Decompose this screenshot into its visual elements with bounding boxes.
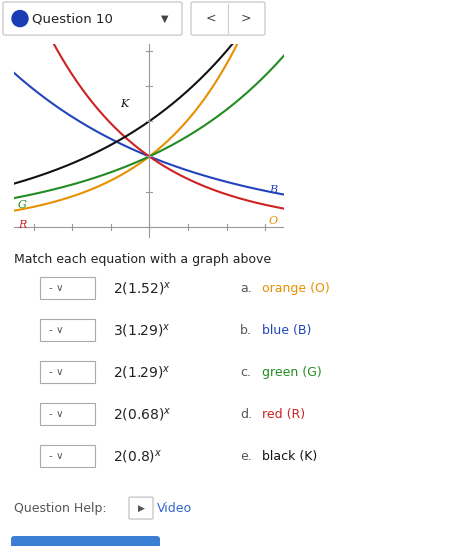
Text: >: > (241, 12, 251, 25)
Text: black (K): black (K) (262, 450, 317, 462)
Text: e.: e. (240, 450, 252, 462)
Text: d.: d. (240, 408, 252, 421)
Text: blue (B): blue (B) (262, 324, 311, 337)
Text: Question 10: Question 10 (32, 12, 113, 25)
FancyBboxPatch shape (40, 361, 95, 383)
Text: Question Help:: Question Help: (14, 502, 107, 514)
FancyBboxPatch shape (40, 403, 95, 425)
FancyBboxPatch shape (3, 2, 182, 35)
Text: - ∨: - ∨ (49, 325, 64, 335)
Text: <: < (206, 12, 216, 25)
Text: a.: a. (240, 282, 252, 295)
Text: ▶: ▶ (137, 503, 145, 513)
FancyBboxPatch shape (40, 445, 95, 467)
FancyBboxPatch shape (191, 2, 265, 35)
Text: - ∨: - ∨ (49, 409, 64, 419)
Text: K: K (120, 99, 128, 109)
Text: Video: Video (157, 502, 192, 514)
Text: orange (O): orange (O) (262, 282, 330, 295)
Text: $2(0.68)^x$: $2(0.68)^x$ (113, 406, 172, 423)
Text: red (R): red (R) (262, 408, 305, 421)
FancyBboxPatch shape (129, 497, 153, 519)
Text: Match each equation with a graph above: Match each equation with a graph above (14, 253, 271, 266)
Circle shape (12, 10, 28, 27)
Text: O: O (268, 216, 277, 225)
Text: $2(1.52)^x$: $2(1.52)^x$ (113, 280, 172, 297)
Text: - ∨: - ∨ (49, 451, 64, 461)
Text: B: B (269, 185, 277, 195)
Text: $3(1.29)^x$: $3(1.29)^x$ (113, 322, 171, 339)
FancyBboxPatch shape (11, 536, 160, 546)
Text: $2(0.8)^x$: $2(0.8)^x$ (113, 448, 162, 465)
Text: c.: c. (240, 366, 251, 379)
FancyBboxPatch shape (40, 319, 95, 341)
Text: green (G): green (G) (262, 366, 322, 379)
Text: $2(1.29)^x$: $2(1.29)^x$ (113, 364, 171, 381)
FancyBboxPatch shape (40, 277, 95, 299)
Text: G: G (18, 200, 27, 210)
Text: - ∨: - ∨ (49, 283, 64, 293)
Text: - ∨: - ∨ (49, 367, 64, 377)
Text: ▼: ▼ (161, 14, 169, 23)
Text: b.: b. (240, 324, 252, 337)
Text: R: R (18, 220, 26, 230)
